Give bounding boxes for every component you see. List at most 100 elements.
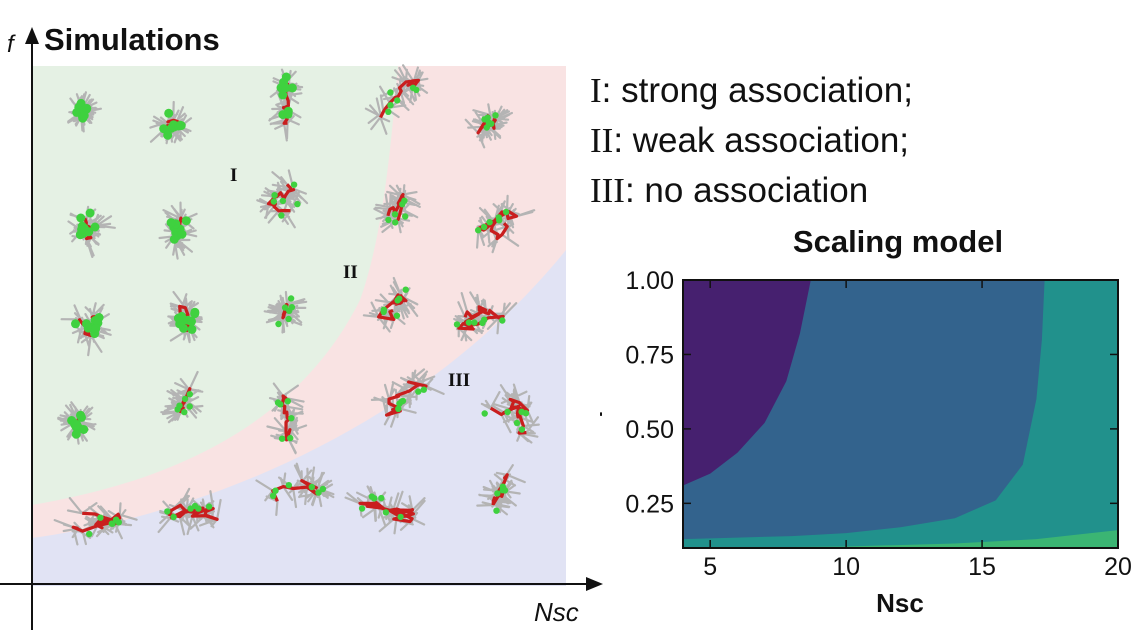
sticker-bead	[79, 425, 89, 434]
molecule-r4-c2	[160, 370, 204, 424]
sticker-bead	[391, 211, 399, 218]
sticker-bead	[159, 124, 169, 134]
sticker-bead	[187, 316, 196, 326]
sticker-bead	[494, 490, 501, 497]
x-axis-arrow	[586, 577, 603, 591]
sticker-bead	[475, 227, 482, 234]
sticker-bead	[397, 513, 404, 521]
sticker-bead	[285, 482, 292, 489]
sticker-bead	[176, 121, 186, 131]
scaling-x-label: Nsc	[876, 588, 924, 618]
sticker-bead	[486, 219, 493, 226]
sticker-bead	[285, 315, 292, 323]
sticker-bead	[513, 419, 521, 427]
molecule-r4-c5	[480, 383, 540, 444]
x-tick-label: 5	[703, 553, 717, 581]
molecule-r1-c5	[464, 103, 513, 149]
sticker-bead	[394, 97, 401, 104]
sticker-bead	[186, 391, 193, 398]
sticker-bead	[385, 108, 392, 116]
scaling-title: Scaling model	[793, 224, 1003, 259]
scaling-region-3	[683, 280, 1118, 548]
backbone-chain	[71, 511, 122, 533]
y-tick-label: 0.50	[625, 416, 674, 444]
sticker-bead	[164, 508, 171, 515]
sticker-bead	[485, 119, 493, 126]
molecule-r1-c1	[67, 91, 102, 133]
plot-frame	[682, 279, 1119, 549]
sticker-bead	[284, 398, 291, 405]
legend-numeral: I	[590, 71, 602, 110]
sticker-bead	[270, 198, 277, 205]
sticker-bead	[272, 487, 279, 494]
sticker-bead	[499, 317, 506, 324]
sticker-bead	[483, 124, 490, 131]
molecule-r2-c4	[373, 184, 421, 234]
legend-item-II: II: weak association;	[590, 116, 1130, 166]
sticker-bead	[392, 219, 399, 226]
diagram-x-label: Nsc	[534, 597, 579, 627]
sticker-bead	[83, 323, 93, 333]
sticker-bead	[77, 412, 86, 422]
sticker-bead	[278, 90, 288, 100]
molecule-r5-c4	[344, 485, 426, 535]
simulations-diagram: Simulations f Nsc I II III	[0, 22, 603, 630]
legend-numeral: III	[590, 171, 625, 210]
sticker-bead	[368, 493, 376, 500]
region-I-label: I	[230, 165, 237, 186]
molecule-r3-c1	[60, 302, 112, 357]
sticker-bead	[115, 519, 123, 526]
legend-item-I: I: strong association;	[590, 66, 1130, 116]
sticker-bead	[281, 72, 291, 82]
sticker-bead	[283, 109, 293, 119]
sticker-bead	[287, 83, 297, 93]
backbone-chain	[178, 304, 191, 333]
x-tick-label: 15	[968, 553, 996, 581]
sticker-bead	[72, 420, 82, 430]
sticker-bead	[187, 324, 197, 334]
backbone-chain	[386, 192, 406, 222]
scaling-region-4	[683, 530, 1118, 548]
sticker-bead	[481, 316, 488, 323]
backbone-chain	[358, 500, 415, 524]
sticker-bead	[85, 208, 95, 218]
diagram-title: Simulations	[44, 22, 220, 57]
molecule-r3-c4	[362, 276, 419, 333]
scaling-y-label: f	[600, 409, 608, 418]
legend-text: : no association	[624, 171, 869, 210]
molecule-r5-c3	[255, 462, 335, 516]
sticker-bead	[181, 395, 189, 403]
legend-numeral: II	[590, 121, 614, 160]
backbone-chain	[489, 397, 530, 435]
sticker-bead	[169, 234, 179, 244]
sticker-bead	[319, 485, 327, 493]
sticker-bead	[465, 319, 473, 326]
molecule-r4-c1	[57, 401, 97, 445]
sticker-bead	[278, 212, 285, 219]
molecule-r3-c5	[453, 291, 518, 342]
molecule-r2-c3	[256, 169, 309, 229]
molecule-r1-c2	[149, 100, 193, 145]
sticker-bead	[504, 408, 511, 416]
sticker-bead	[205, 503, 213, 510]
sticker-bead	[398, 398, 405, 405]
sticker-bead	[281, 83, 291, 93]
sticker-bead	[288, 304, 296, 311]
sticker-bead	[287, 295, 295, 302]
sticker-bead	[502, 208, 510, 216]
sticker-bead	[415, 388, 422, 395]
sticker-bead	[269, 492, 277, 499]
sticker-bead	[77, 225, 87, 235]
x-tick-label: 20	[1104, 553, 1132, 581]
sticker-bead	[308, 483, 315, 491]
sticker-bead	[187, 505, 194, 512]
sticker-bead	[294, 200, 301, 208]
sticker-bead	[90, 222, 100, 232]
regime-legend: I: strong association; II: weak associat…	[590, 66, 1130, 216]
sticker-bead	[315, 489, 322, 496]
sticker-bead	[287, 434, 294, 442]
sticker-bead	[86, 530, 93, 538]
sticker-bead	[181, 216, 191, 226]
molecule-r2-c5	[475, 194, 536, 254]
sticker-bead	[279, 197, 287, 205]
